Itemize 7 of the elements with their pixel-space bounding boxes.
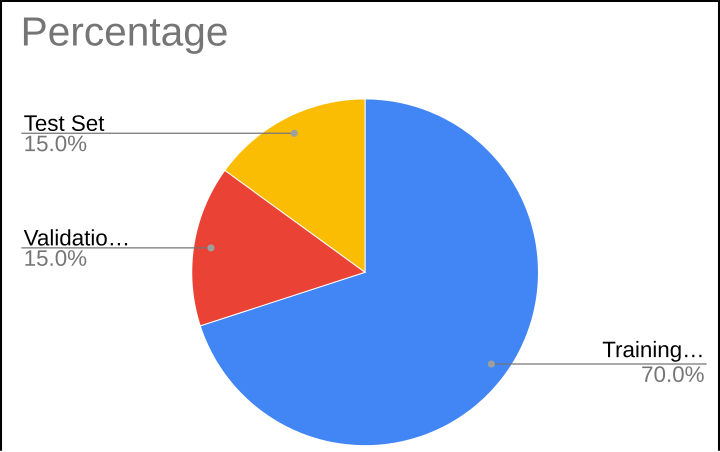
slice-label: Validatio… (24, 229, 128, 246)
data-label: 15.0% (25, 136, 86, 152)
slice-label: Training… (602, 341, 702, 362)
data-label: 15.0% (25, 250, 86, 266)
chart-title: Percentage (24, 18, 227, 54)
data-label: 70.0% (642, 366, 704, 382)
slice-label: Test Set (24, 115, 104, 132)
